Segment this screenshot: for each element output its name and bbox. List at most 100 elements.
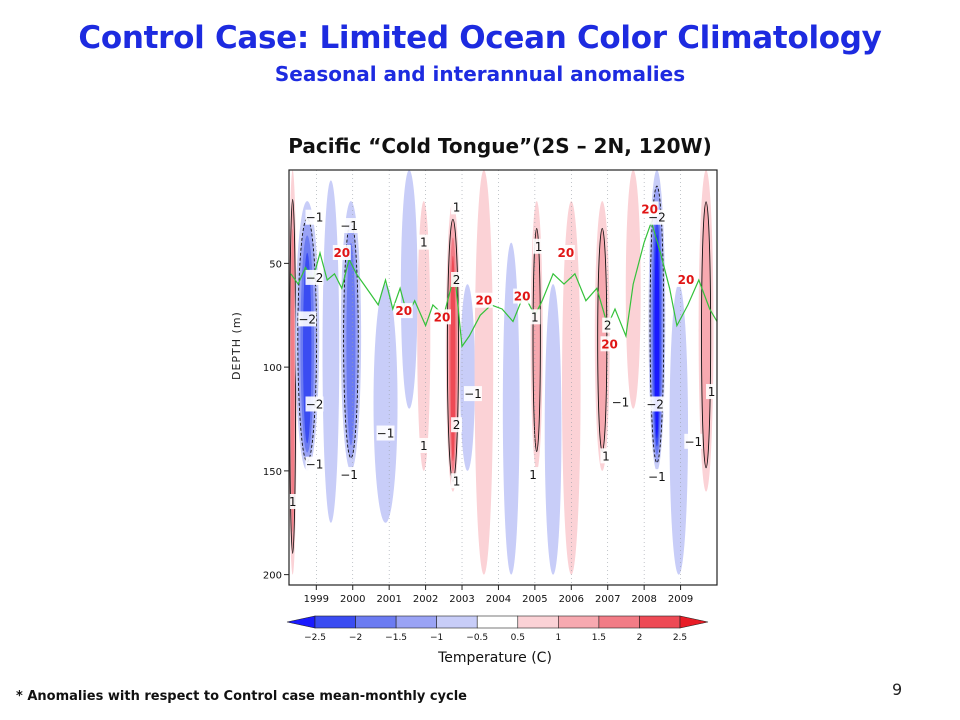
contour-label: 1 bbox=[602, 449, 610, 463]
contour-label-bg bbox=[340, 218, 359, 234]
slide-title: Control Case: Limited Ocean Color Climat… bbox=[78, 20, 882, 56]
contour-label: 1 bbox=[531, 310, 539, 324]
contour-label: −2 bbox=[306, 397, 324, 411]
anomaly-contour bbox=[625, 170, 641, 409]
contour-label: 20 bbox=[557, 246, 574, 260]
contour-label: −1 bbox=[306, 458, 324, 472]
colorbar-swatch bbox=[639, 615, 681, 629]
colorbar-swatch bbox=[558, 615, 600, 629]
contour-label-bg bbox=[513, 288, 532, 304]
contour-label-bg bbox=[340, 467, 359, 483]
anomaly-contour bbox=[322, 180, 340, 523]
contour-label-bg bbox=[432, 309, 451, 325]
anomaly-contour bbox=[303, 252, 312, 444]
contour-label: 2 bbox=[604, 319, 612, 333]
anomaly-contour bbox=[450, 255, 456, 461]
contour-label: 1 bbox=[289, 495, 297, 509]
contour-label-bg bbox=[418, 234, 430, 250]
contour-label: 1 bbox=[529, 468, 537, 482]
slide-subtitle: Seasonal and interannual anomalies bbox=[274, 62, 686, 86]
contour-label-bg bbox=[376, 425, 395, 441]
contour-label: 20 bbox=[434, 310, 451, 324]
x-tick-label: 2002 bbox=[413, 594, 438, 605]
anomaly-contour bbox=[417, 201, 431, 471]
contour-label-bg bbox=[600, 336, 619, 352]
contour-label-bg bbox=[451, 473, 463, 489]
colorbar-swatch bbox=[476, 615, 519, 629]
anomaly-contour bbox=[400, 170, 418, 409]
x-tick-label: 2008 bbox=[631, 594, 656, 605]
contour-label: 2 bbox=[453, 273, 461, 287]
contour-label: 20 bbox=[395, 304, 412, 318]
colorbar-tick-label: 1.5 bbox=[592, 633, 606, 643]
colorbar-tick-label: −1 bbox=[430, 633, 443, 643]
colorbar-swatch bbox=[517, 615, 559, 629]
anomaly-contour bbox=[669, 284, 689, 575]
contour-label-bg bbox=[646, 396, 665, 412]
x-tick-label: 2000 bbox=[340, 594, 365, 605]
x-tick-label: 2007 bbox=[595, 594, 620, 605]
contour-label: −1 bbox=[377, 427, 395, 441]
contour-label: 1 bbox=[420, 439, 428, 453]
colorbar-swatch bbox=[314, 615, 356, 629]
anomaly-contour bbox=[346, 242, 356, 446]
contour-label-bg bbox=[611, 394, 630, 410]
colorbar-tick-label: 0.5 bbox=[511, 633, 525, 643]
contour-label: 1 bbox=[535, 240, 543, 254]
contour-label-bg bbox=[298, 311, 317, 327]
x-tick-label: 2004 bbox=[486, 594, 511, 605]
colorbar-swatch bbox=[355, 615, 397, 629]
contour-label-bg bbox=[647, 469, 666, 485]
page-number: 9 bbox=[892, 680, 903, 699]
chart-title: Pacific “Cold Tongue”(2S – 2N, 120W) bbox=[288, 134, 712, 158]
colorbar-tick-label: −0.5 bbox=[466, 633, 488, 643]
colorbar-tick-label: −2.5 bbox=[304, 633, 326, 643]
colorbar-tick-label: 1 bbox=[555, 633, 561, 643]
anomaly-contour bbox=[474, 170, 494, 575]
contour-label: 20 bbox=[476, 294, 493, 308]
plot-frame bbox=[288, 169, 718, 586]
anomaly-contour bbox=[544, 284, 562, 575]
contour-label: −1 bbox=[340, 468, 358, 482]
contour-label-bg bbox=[418, 437, 430, 453]
contour-label: −1 bbox=[684, 435, 702, 449]
contour-label-bg bbox=[394, 303, 413, 319]
contour-label: 20 bbox=[601, 337, 618, 351]
colorbar-tick-label: −2 bbox=[349, 633, 362, 643]
contour-label-bg bbox=[332, 245, 351, 260]
contour-label: 20 bbox=[678, 273, 695, 287]
anomaly-contour bbox=[460, 284, 475, 471]
contour-label-bg bbox=[706, 384, 717, 400]
footnote: * Anomalies with respect to Control case… bbox=[16, 689, 467, 704]
x-tick-label: 2006 bbox=[559, 594, 584, 605]
x-tick-label: 2001 bbox=[376, 594, 401, 605]
colorbar: −2.5 −2 −1.5 −1 −0.5 0.5 1 1.5 2 2.5 bbox=[286, 615, 709, 643]
colorbar-swatch bbox=[395, 615, 437, 629]
colorbar-swatch bbox=[598, 615, 640, 629]
contour-label: −2 bbox=[306, 271, 324, 285]
anomaly-contour bbox=[502, 242, 520, 575]
y-tick-label: 100 bbox=[263, 363, 282, 374]
contour-label: −2 bbox=[298, 312, 316, 326]
x-tick-label: 2005 bbox=[522, 594, 547, 605]
x-tick-label: 2009 bbox=[668, 594, 693, 605]
contour-label: −2 bbox=[646, 397, 664, 411]
contour-label: 1 bbox=[708, 385, 716, 399]
colorbar-swatch bbox=[436, 615, 478, 629]
contour-label-bg bbox=[305, 456, 324, 472]
anomaly-contour bbox=[373, 284, 398, 523]
y-tick-label: 200 bbox=[263, 571, 282, 582]
axes: 1999 2000 2001 2002 2003 2004 2005 2006 2007 2008… bbox=[263, 259, 693, 605]
contour-label-bg bbox=[305, 209, 324, 225]
contour-label-bg bbox=[289, 494, 299, 509]
contour-label-bg bbox=[305, 396, 324, 412]
contour-label-bg bbox=[602, 317, 614, 333]
contour-label-bg bbox=[640, 201, 659, 217]
anomaly-contour bbox=[701, 201, 712, 469]
colorbar-tick-label: −1.5 bbox=[385, 633, 407, 643]
y-tick-label: 150 bbox=[263, 467, 282, 478]
contour-label-bg bbox=[527, 467, 539, 483]
contour-label-bg bbox=[529, 309, 541, 325]
contour-label-bg bbox=[463, 386, 482, 402]
contour-label: −1 bbox=[612, 395, 630, 409]
